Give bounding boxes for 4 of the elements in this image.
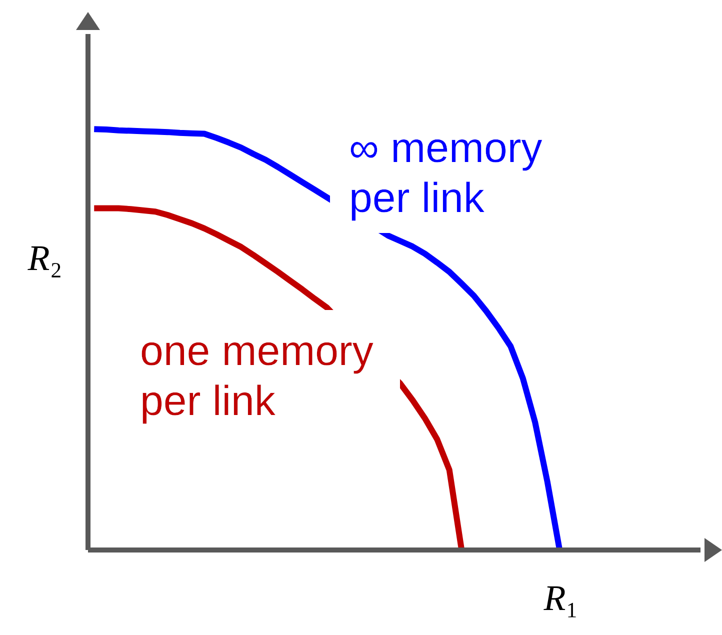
y-axis-title: R₂ bbox=[26, 238, 62, 278]
x-axis-title: R₁ bbox=[542, 578, 578, 618]
series-label: one memory per link bbox=[140, 327, 374, 424]
series-label: ∞ memory per link bbox=[349, 124, 542, 221]
